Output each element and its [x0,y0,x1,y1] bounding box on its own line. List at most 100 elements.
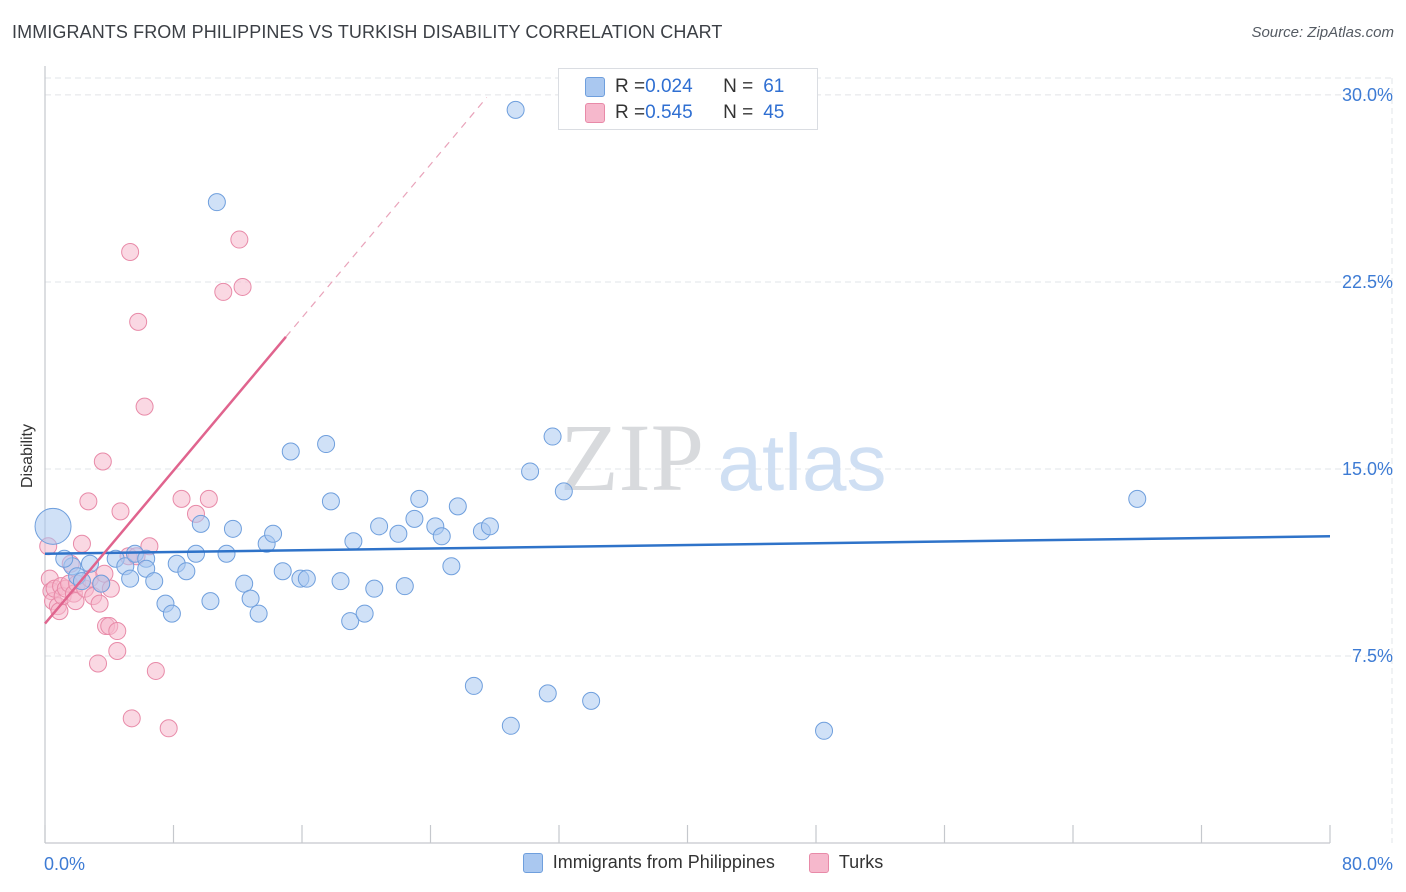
turks-point [233,277,252,296]
philippines-point [480,517,499,536]
philippines-point [235,574,254,593]
philippines-point [162,604,181,623]
philippines-point [121,569,140,588]
turks-point [135,397,154,416]
philippines-point [317,435,336,454]
philippines-point [365,579,384,598]
turks-point [122,709,141,728]
philippines-point [223,519,242,538]
trend-lines [44,97,1331,625]
turks-point [108,641,127,660]
philippines-point [191,514,210,533]
philippines-point [186,544,205,563]
philippines-point [442,557,461,576]
watermark-zip: ZIP [560,404,704,511]
r-value: 0.024 [645,76,693,97]
turks-point [93,452,112,471]
grid-lines [45,77,1393,843]
legend-item-philippines[interactable]: Immigrants from Philippines [522,852,775,873]
legend-swatch-turks [808,852,829,873]
philippines-point [201,592,220,611]
y-tick-label: 7.5% [1352,646,1393,666]
stats-legend: R = 0.024 N = 61 R = 0.545 N = 45 [558,68,818,130]
bottom-legend: Immigrants from Philippines Turks [0,852,1406,873]
x-tick-labels: 0.0% 80.0% [44,854,1393,874]
turks-point [79,492,98,511]
philippines-point [1128,489,1147,508]
philippines-point [543,427,562,446]
turks-point [199,489,218,508]
watermark-atlas: atlas [718,418,887,507]
legend-label-philippines: Immigrants from Philippines [552,852,775,872]
philippines-point [344,532,363,551]
philippines-point [177,562,196,581]
turks-point [129,312,148,331]
r-label: R = [615,76,646,97]
turks-point [89,654,108,673]
philippines-point [370,517,389,536]
stats-row-turks: R = 0.545 N = 45 [585,100,784,126]
philippines-point [405,509,424,528]
philippines-point [92,574,111,593]
legend-item-turks[interactable]: Turks [808,852,883,873]
philippines-point [331,572,350,591]
philippines-point [582,691,601,710]
philippines-point [464,676,483,695]
philippines-swatch [585,77,605,97]
philippines-trend-line [44,535,1331,555]
philippines-point [815,721,834,740]
y-tick-label: 30.0% [1342,85,1393,105]
philippines-point [145,572,164,591]
philippines-point [321,492,340,511]
philippines-point [538,684,557,703]
philippines-point [80,554,99,573]
turks-point [214,282,233,301]
turks-point [121,243,140,262]
philippines-point [389,524,408,543]
turks-point [146,661,165,680]
n-value: 61 [763,76,785,97]
philippines-point [273,562,292,581]
turks-swatch [585,103,605,123]
turks-point [172,489,191,508]
philippines-point [297,569,316,588]
turks-point [159,719,178,738]
n-value: 45 [763,102,785,123]
r-value: 0.545 [645,102,693,123]
turks-point [230,230,249,249]
philippines-point [395,577,414,596]
philippines-point [241,589,260,608]
n-label: N = [723,102,754,123]
philippines-point [207,193,226,212]
philippines-point [264,524,283,543]
source-label: Source: ZipAtlas.com [1251,24,1394,41]
turks-point [90,594,109,613]
y-tick-labels: 7.5% 15.0% 22.5% 30.0% [1342,85,1393,666]
philippines-point [554,482,573,501]
philippines-point [217,544,236,563]
philippines-point [355,604,374,623]
axes [44,66,1331,844]
turks-trend-extension [285,97,488,338]
turks-point [72,534,91,553]
legend-swatch-philippines [522,852,543,873]
chart-title: IMMIGRANTS FROM PHILIPPINES VS TURKISH D… [12,22,723,42]
turks-point [108,622,127,641]
philippines-point [281,442,300,461]
philippines-point [521,462,540,481]
philippines-point [501,716,520,735]
philippines-point [432,527,451,546]
turks-points [39,230,252,738]
philippines-point [341,612,360,631]
turks-trend-line [44,336,287,625]
x-tick-label: 0.0% [44,854,85,874]
stats-row-philippines: R = 0.024 N = 61 [585,74,784,100]
philippines-point [506,100,525,119]
philippines-point [448,497,467,516]
y-tick-label: 15.0% [1342,459,1393,479]
r-label: R = [615,102,646,123]
watermark: ZIP atlas [560,404,886,511]
turks-point [111,502,130,521]
y-tick-label: 22.5% [1342,272,1393,292]
